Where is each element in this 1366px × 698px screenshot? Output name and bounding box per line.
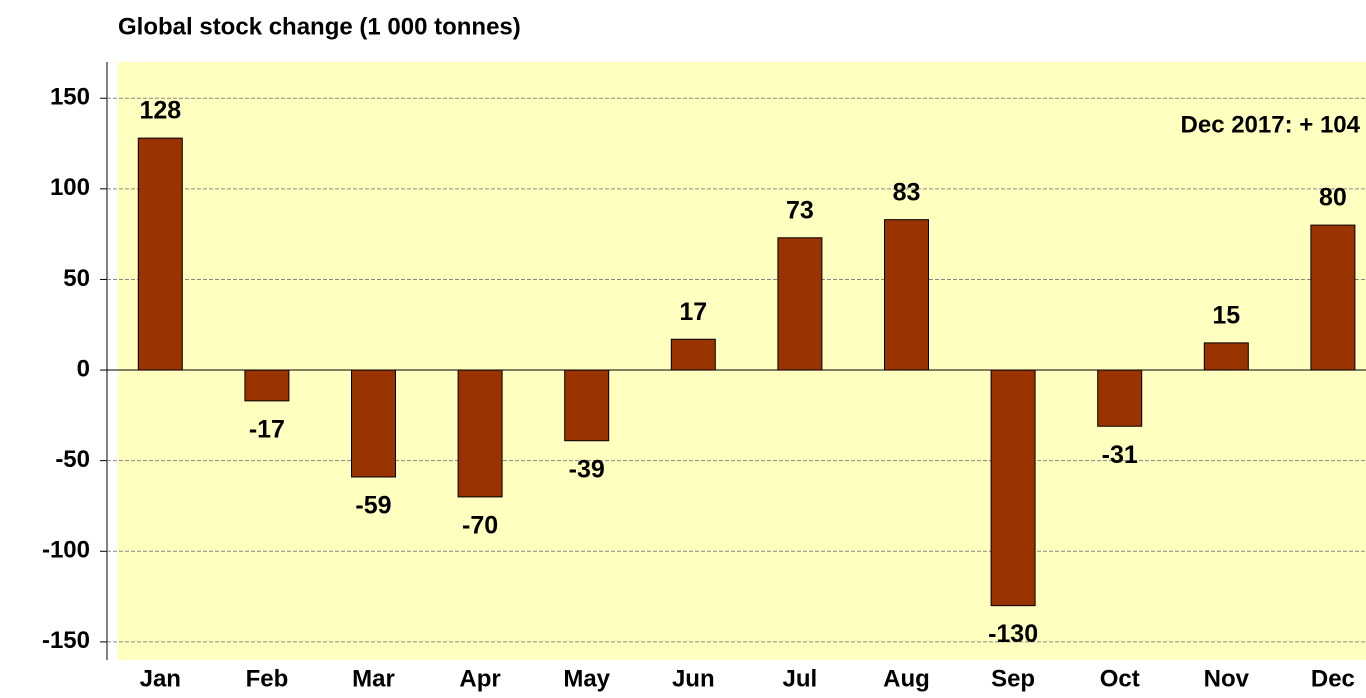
bar <box>137 137 183 371</box>
data-label: 17 <box>679 298 707 326</box>
x-tick-label: Apr <box>459 665 500 692</box>
y-tick-label: 50 <box>63 265 90 292</box>
plot-background <box>118 62 1366 660</box>
data-label: -59 <box>355 492 391 520</box>
bar <box>564 369 610 442</box>
x-tick-label: Oct <box>1100 665 1140 692</box>
bar <box>990 369 1036 607</box>
data-label: -130 <box>988 620 1038 648</box>
y-tick-label: -150 <box>42 627 90 654</box>
data-label: -17 <box>249 415 285 443</box>
bar <box>670 338 716 371</box>
bar <box>351 369 396 478</box>
chart-title: Global stock change (1 000 tonnes) <box>118 13 521 40</box>
data-label: -39 <box>569 455 605 483</box>
x-tick-label: Aug <box>883 665 930 692</box>
x-tick-label: Jun <box>672 665 715 692</box>
bar <box>1203 342 1249 371</box>
annotation: Dec 2017: + 104 <box>1181 111 1361 138</box>
data-label: 128 <box>139 97 181 125</box>
x-tick-label: Jan <box>140 665 181 692</box>
y-tick-label: -100 <box>42 537 90 564</box>
y-tick-label: 100 <box>50 174 90 201</box>
bar <box>1310 224 1356 371</box>
x-tick-label: May <box>563 665 610 692</box>
data-label: 80 <box>1319 184 1347 212</box>
y-tick-label: 150 <box>50 84 90 111</box>
x-tick-label: Jul <box>783 665 818 692</box>
bar <box>777 237 823 371</box>
bar <box>1097 369 1143 427</box>
x-tick-label: Nov <box>1204 665 1250 692</box>
x-tick-label: Mar <box>352 665 395 692</box>
bar <box>884 219 929 371</box>
data-label: 83 <box>893 178 921 206</box>
x-tick-label: Sep <box>991 665 1035 692</box>
x-tick-label: Feb <box>246 665 289 692</box>
bar <box>457 369 503 498</box>
data-label: 73 <box>786 196 814 224</box>
x-tick-label: Dec <box>1311 665 1355 692</box>
y-tick-label: 0 <box>77 355 90 382</box>
data-label: 15 <box>1212 301 1240 329</box>
data-label: -31 <box>1102 441 1138 469</box>
y-tick-label: -50 <box>55 446 90 473</box>
data-label: -70 <box>462 512 498 540</box>
bar <box>244 369 290 402</box>
